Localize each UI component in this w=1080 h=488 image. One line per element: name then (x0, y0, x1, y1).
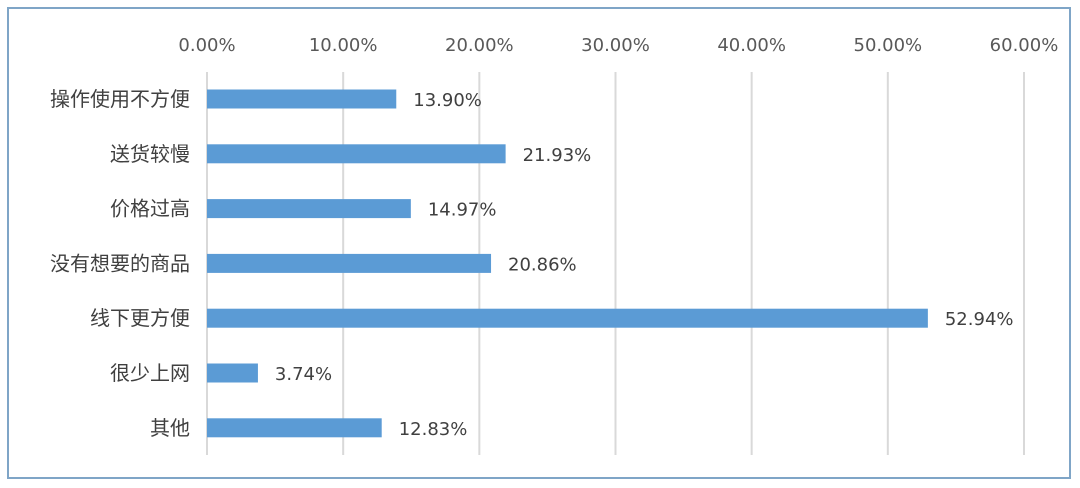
category-label: 操作使用不方便 (50, 87, 190, 111)
bar (207, 253, 492, 273)
category-label: 没有想要的商品 (50, 251, 190, 275)
data-label: 13.90% (413, 90, 482, 111)
bar (207, 363, 258, 383)
data-label: 52.94% (945, 309, 1014, 330)
data-label: 3.74% (275, 364, 332, 385)
x-tick-label: 30.00% (581, 35, 650, 56)
category-label: 线下更方便 (90, 306, 190, 330)
category-label: 价格过高 (110, 197, 190, 221)
gridlines (206, 72, 1025, 455)
data-label: 20.86% (508, 254, 577, 275)
x-tick-label: 20.00% (445, 35, 514, 56)
category-label: 送货较慢 (110, 142, 190, 166)
data-labels: 13.90% 21.93% 14.97% 20.86% 52.94% 3.74% 12.83… (275, 90, 1014, 440)
bar (207, 89, 397, 109)
bar (207, 308, 928, 328)
bars (207, 89, 928, 438)
x-tick-label: 50.00% (854, 35, 923, 56)
bar (207, 199, 411, 219)
category-label: 其他 (150, 416, 190, 440)
chart-frame (7, 7, 1071, 479)
x-tick-label: 0.00% (178, 35, 235, 56)
data-label: 12.83% (399, 419, 468, 440)
x-tick-label: 60.00% (990, 35, 1059, 56)
bar (207, 144, 506, 164)
x-axis-ticks: 0.00% 10.00% 20.00% 30.00% 40.00% 50.00% 60.00… (178, 35, 1058, 56)
data-label: 14.97% (428, 200, 497, 221)
bar (207, 418, 382, 438)
category-label: 很少上网 (110, 361, 190, 385)
data-label: 21.93% (523, 145, 592, 166)
x-tick-label: 10.00% (309, 35, 378, 56)
x-tick-label: 40.00% (717, 35, 786, 56)
